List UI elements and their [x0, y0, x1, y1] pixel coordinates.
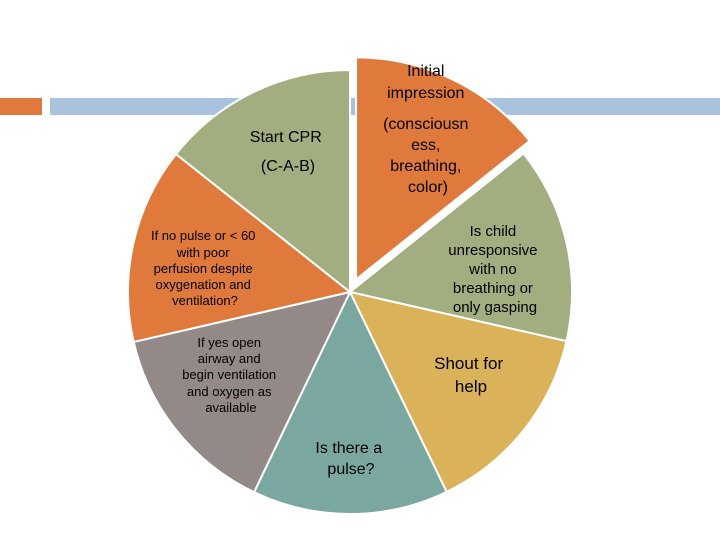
segment-start-cpr — [174, 68, 351, 295]
segment-if-yes-open-airway — [132, 290, 352, 494]
label-if-no-pulse: If no pulse or < 60 with poor perfusion … — [151, 228, 259, 308]
segment-is-there-a-pulse — [252, 289, 448, 515]
segment-shout-for-help — [348, 290, 568, 494]
label-shout-for-help: Shout for help — [434, 354, 508, 396]
label-if-yes-open-airway: If yes open airway and begin ventilation… — [182, 335, 280, 415]
segment-is-child-unresponsive — [347, 152, 573, 343]
label-is-there-a-pulse: Is there a pulse? — [315, 440, 386, 478]
segment-if-no-pulse — [127, 152, 353, 344]
label-start-cpr: Start CPR (C-A-B) — [250, 129, 326, 175]
segment-initial-impression — [355, 56, 531, 282]
pie-labels: Initial impression (consciousn ess, brea… — [151, 63, 541, 478]
label-is-child-unresponsive: Is child unresponsive with no breathing … — [448, 223, 541, 316]
label-initial-impression: Initial impression (consciousn ess, brea… — [383, 63, 473, 196]
pie-segments — [127, 56, 573, 515]
accent-bar-orange — [0, 98, 42, 115]
